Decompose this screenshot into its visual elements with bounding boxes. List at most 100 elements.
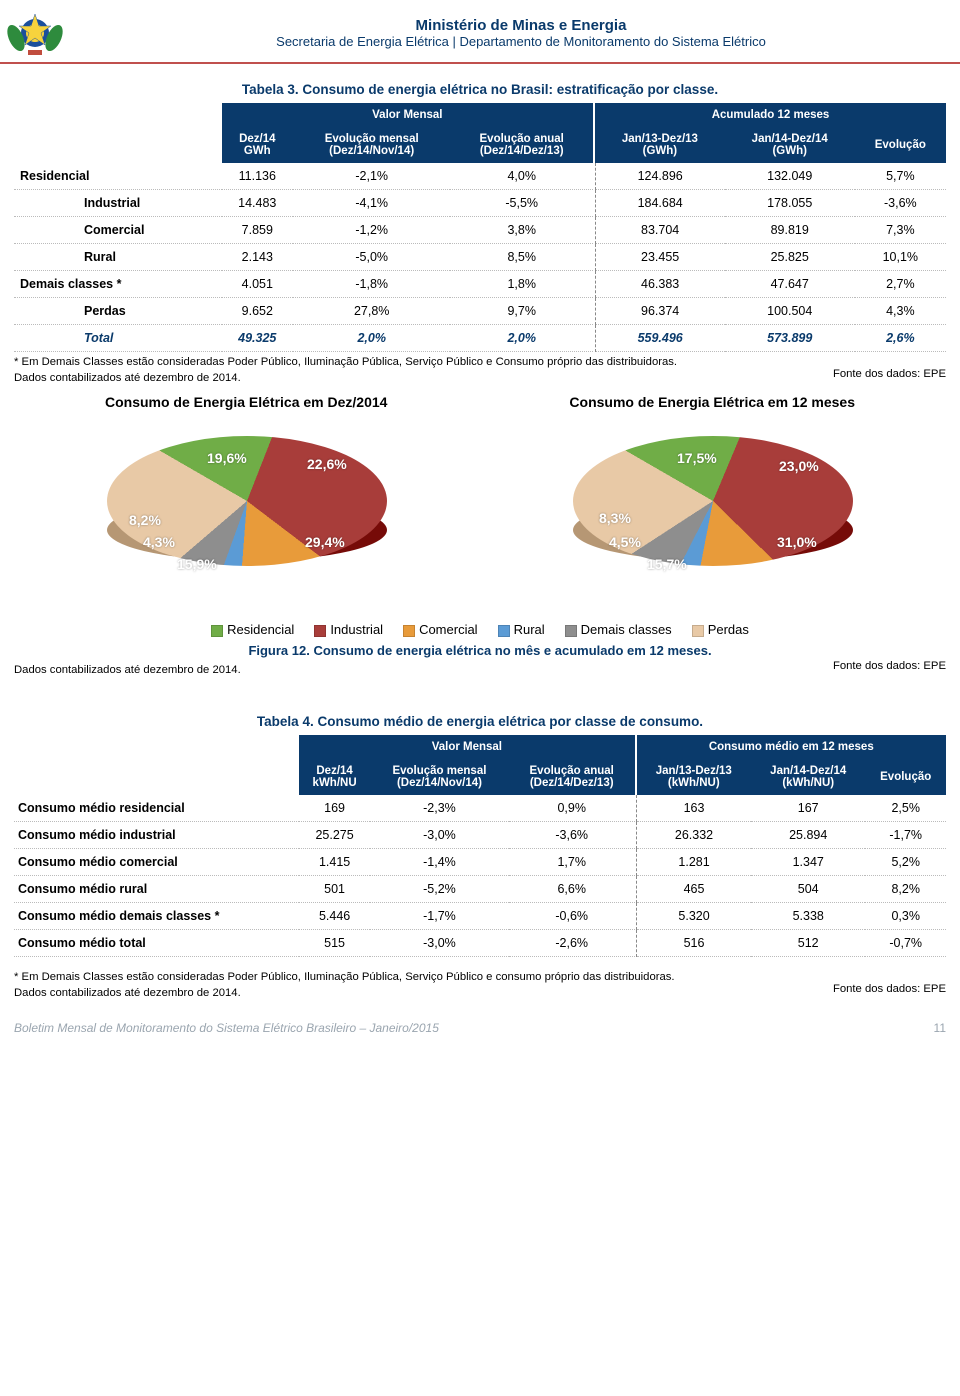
table3-group-right: Acumulado 12 meses [595, 103, 946, 127]
row-label: Rural [14, 244, 222, 271]
footer-page-number: 11 [934, 1021, 946, 1035]
row-label: Comercial [14, 217, 222, 244]
row-value: 25.894 [751, 822, 865, 849]
row-value: 9.652 [222, 298, 293, 325]
row-value: 2.143 [222, 244, 293, 271]
legend-swatch-icon [314, 625, 326, 637]
row-value: 132.049 [725, 163, 855, 190]
t4-col3: Evolução anual(Dez/14/Dez/13) [509, 759, 635, 795]
row-value: -3,6% [509, 822, 635, 849]
table-row: Comercial7.859-1,2%3,8%83.70489.8197,3% [14, 217, 946, 244]
chart-title-left: Consumo de Energia Elétrica em Dez/2014 [105, 394, 387, 410]
legend-swatch-icon [565, 625, 577, 637]
table-row: Perdas9.65227,8%9,7%96.374100.5044,3% [14, 298, 946, 325]
charts-source: Fonte dos dados: EPE [833, 660, 946, 676]
row-label: Consumo médio rural [14, 876, 299, 903]
row-value: 516 [637, 930, 751, 957]
row-value: 573.899 [725, 325, 855, 352]
row-value: 46.383 [595, 271, 725, 298]
legend-swatch-icon [211, 625, 223, 637]
pie-slice-label: 23,0% [779, 458, 819, 474]
legend-label: Industrial [330, 622, 383, 637]
legend-swatch-icon [403, 625, 415, 637]
row-label: Industrial [14, 190, 222, 217]
row-value: 167 [751, 795, 865, 822]
row-label: Consumo médio demais classes * [14, 903, 299, 930]
row-value: 2,6% [855, 325, 946, 352]
ministry-title: Ministério de Minas e Energia [82, 17, 960, 34]
row-value: -2,6% [509, 930, 635, 957]
row-value: -2,1% [293, 163, 450, 190]
legend-label: Comercial [419, 622, 478, 637]
table3: Valor Mensal Acumulado 12 meses Dez/14GW… [14, 103, 946, 352]
row-label: Consumo médio residencial [14, 795, 299, 822]
row-value: -3,0% [370, 822, 509, 849]
row-value: 501 [299, 876, 370, 903]
pie-slice-label: 8,2% [129, 512, 161, 528]
row-value: 1.415 [299, 849, 370, 876]
row-value: 47.647 [725, 271, 855, 298]
page-header: Ministério de Minas e Energia Secretaria… [0, 0, 960, 64]
table-row: Consumo médio industrial25.275-3,0%-3,6%… [14, 822, 946, 849]
row-value: 3,8% [450, 217, 593, 244]
table-row: Consumo médio rural501-5,2%6,6%4655048,2… [14, 876, 946, 903]
pie-slice-label: 29,4% [305, 534, 345, 550]
row-value: 23.455 [595, 244, 725, 271]
pie-slice-label: 8,3% [599, 510, 631, 526]
row-value: 9,7% [450, 298, 593, 325]
row-value: 5.338 [751, 903, 865, 930]
t4-col6: Evolução [865, 759, 946, 795]
row-value: 11.136 [222, 163, 293, 190]
table-row: Consumo médio total515-3,0%-2,6%516512-0… [14, 930, 946, 957]
row-value: 178.055 [725, 190, 855, 217]
row-label: Consumo médio total [14, 930, 299, 957]
brazil-coat-of-arms-icon [0, 8, 70, 58]
row-label: Consumo médio comercial [14, 849, 299, 876]
t3-col6: Evolução [855, 127, 946, 163]
row-value: -3,6% [855, 190, 946, 217]
table-row: Industrial14.483-4,1%-5,5%184.684178.055… [14, 190, 946, 217]
t3-col2: Evolução mensal(Dez/14/Nov/14) [293, 127, 450, 163]
row-value: 26.332 [637, 822, 751, 849]
table-row: Demais classes *4.051-1,8%1,8%46.38347.6… [14, 271, 946, 298]
row-value: 2,0% [450, 325, 593, 352]
row-value: 8,5% [450, 244, 593, 271]
row-value: -3,0% [370, 930, 509, 957]
row-value: 0,3% [865, 903, 946, 930]
row-value: 49.325 [222, 325, 293, 352]
row-value: 5.446 [299, 903, 370, 930]
row-value: -5,2% [370, 876, 509, 903]
footer-doc-title: Boletim Mensal de Monitoramento do Siste… [14, 1021, 439, 1035]
table-row: Consumo médio comercial1.415-1,4%1,7%1.2… [14, 849, 946, 876]
row-value: 10,1% [855, 244, 946, 271]
pie-slice-label: 31,0% [777, 534, 817, 550]
pie-slice-label: 17,5% [677, 450, 717, 466]
pie-slice-label: 22,6% [307, 456, 347, 472]
row-label: Demais classes * [14, 271, 222, 298]
row-value: 2,7% [855, 271, 946, 298]
row-value: 4.051 [222, 271, 293, 298]
t4-col1: Dez/14kWh/NU [299, 759, 370, 795]
table4-footnote1: * Em Demais Classes estão consideradas P… [14, 971, 946, 983]
pie-chart-12meses: 23,0%31,0%15,7%4,5%8,3%17,5% [513, 416, 913, 606]
t3-col5: Jan/14-Dez/14(GWh) [725, 127, 855, 163]
table4-group-left: Valor Mensal [299, 735, 634, 759]
pie-slice-label: 15,9% [177, 556, 217, 572]
row-value: -5,5% [450, 190, 593, 217]
legend-label: Perdas [708, 622, 749, 637]
row-value: 7,3% [855, 217, 946, 244]
row-value: 5,7% [855, 163, 946, 190]
t4-col5: Jan/14-Dez/14(kWh/NU) [751, 759, 865, 795]
charts-footnote: Dados contabilizados até dezembro de 201… [14, 664, 241, 676]
row-value: 5.320 [637, 903, 751, 930]
table4-group-right: Consumo médio em 12 meses [637, 735, 946, 759]
row-label: Residencial [14, 163, 222, 190]
row-label: Consumo médio industrial [14, 822, 299, 849]
table4-footnote2: Dados contabilizados até dezembro de 201… [14, 987, 241, 999]
row-value: 1,8% [450, 271, 593, 298]
row-value: -1,2% [293, 217, 450, 244]
row-value: -1,7% [865, 822, 946, 849]
row-value: -0,7% [865, 930, 946, 957]
row-value: 1,7% [509, 849, 635, 876]
legend-item: Comercial [403, 622, 478, 637]
